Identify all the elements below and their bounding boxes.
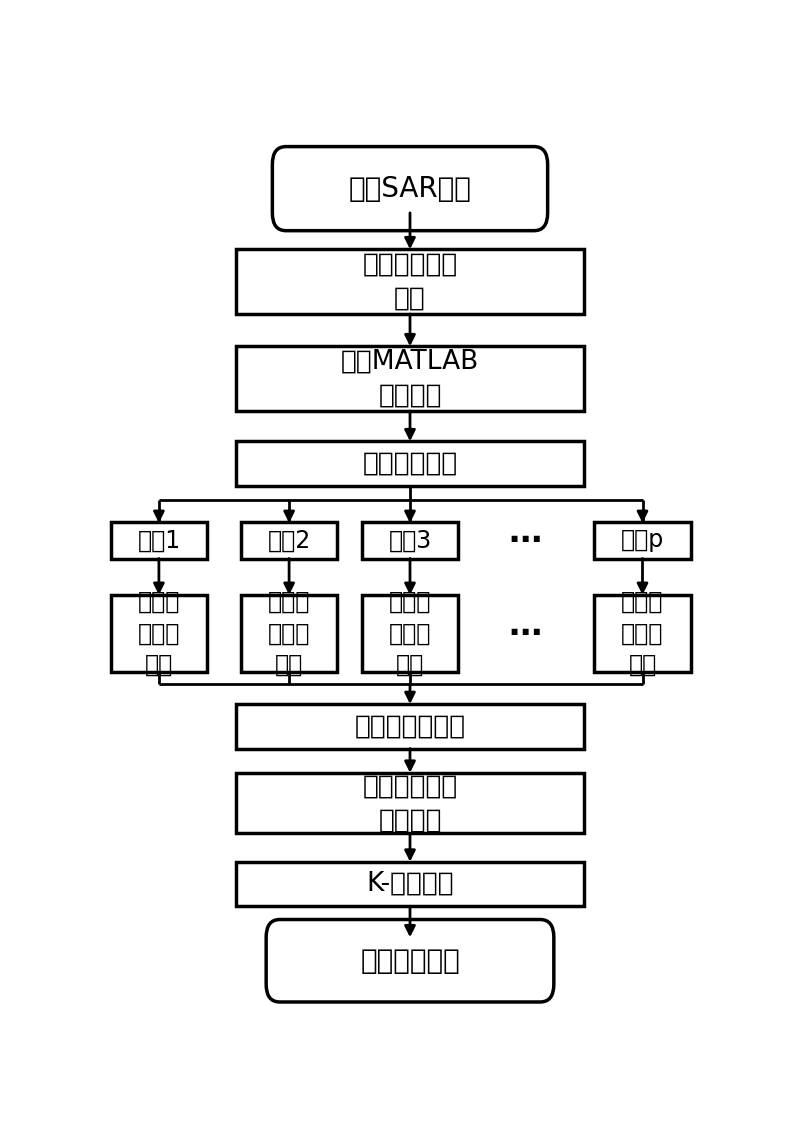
Bar [241,595,337,671]
Text: 拉普拉斯矩阵
特征分解: 拉普拉斯矩阵 特征分解 [362,773,458,833]
Bar [594,595,690,671]
Text: 输入SAR图像: 输入SAR图像 [349,175,471,203]
Bar [237,772,584,833]
Bar [362,595,458,671]
Text: K-均値聚类: K-均値聚类 [366,871,454,897]
Text: 节点3: 节点3 [388,528,432,552]
Bar [237,704,584,748]
Bar [362,522,458,559]
Bar [241,522,337,559]
Bar [237,441,584,485]
Bar [111,595,207,671]
Text: 输出分割结果: 输出分割结果 [360,947,460,975]
Text: 计算稀
疏相似
矩阵: 计算稀 疏相似 矩阵 [138,590,180,677]
Bar [237,249,584,314]
Text: 节点1: 节点1 [138,528,181,552]
Bar [237,862,584,906]
Bar [237,346,584,411]
FancyBboxPatch shape [266,920,554,1002]
Bar [594,522,690,559]
Text: 节点2: 节点2 [267,528,310,552]
Text: 计算稀
疏相似
矩阵: 计算稀 疏相似 矩阵 [622,590,664,677]
Text: 并行任务划分: 并行任务划分 [362,450,458,476]
Text: 配置MATLAB
并行环境: 配置MATLAB 并行环境 [341,348,479,408]
Text: 节点p: 节点p [621,528,664,552]
Text: 提取平稳小波
特征: 提取平稳小波 特征 [362,252,458,312]
Bar [111,522,207,559]
Text: ⋯: ⋯ [508,617,542,650]
Text: ⋯: ⋯ [508,524,542,557]
Text: 计算稀
疏相似
矩阵: 计算稀 疏相似 矩阵 [389,590,431,677]
Text: 计算稀
疏相似
矩阵: 计算稀 疏相似 矩阵 [268,590,310,677]
Text: 主节点任务收集: 主节点任务收集 [354,713,466,739]
FancyBboxPatch shape [272,146,548,230]
